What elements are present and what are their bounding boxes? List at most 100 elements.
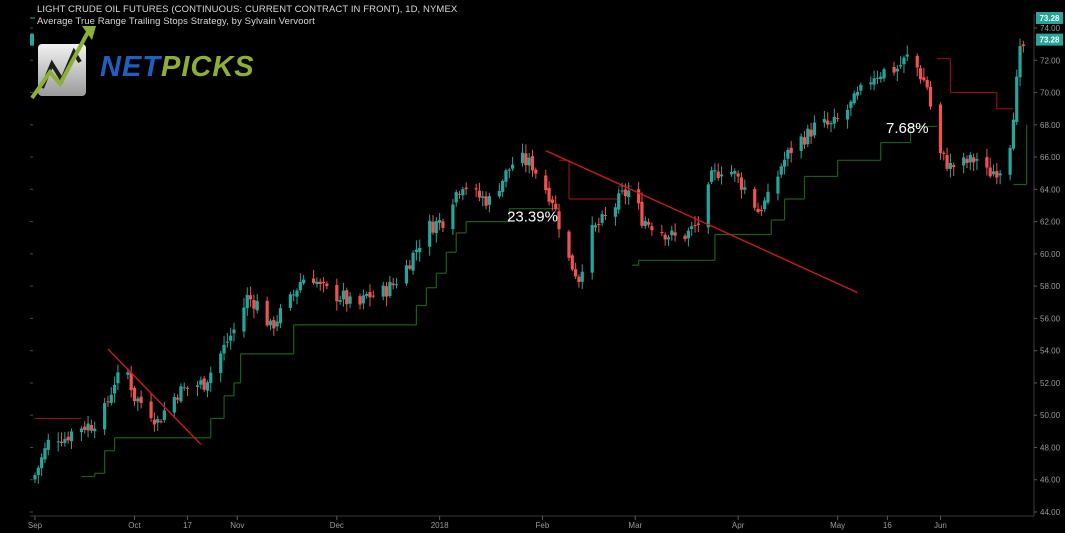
y-tick-label: 44.00	[1040, 508, 1061, 517]
candle-body	[520, 152, 525, 164]
candle-body	[315, 281, 319, 285]
candle-body	[965, 158, 969, 163]
candle-body	[729, 172, 734, 175]
candle-body	[341, 290, 346, 300]
candle-body	[487, 196, 491, 205]
candle-body	[600, 214, 604, 223]
candle-body	[809, 129, 813, 137]
candle-body	[1018, 46, 1022, 78]
x-tick-label: May	[830, 521, 845, 530]
candle-body	[302, 279, 306, 284]
candle-body	[408, 265, 412, 269]
candle-body	[182, 387, 186, 389]
percent-annotation: 23.39%	[507, 209, 558, 226]
candle-body	[527, 157, 531, 166]
candle-body	[663, 234, 667, 240]
x-tick-label: Feb	[536, 521, 550, 530]
candle-body	[627, 190, 631, 198]
candle-body	[670, 230, 674, 236]
candle-body	[252, 300, 256, 309]
x-tick-label: 17	[183, 521, 192, 530]
candle-body	[756, 208, 760, 212]
candle-body	[248, 295, 253, 300]
candle-body	[915, 55, 919, 68]
candle-body	[593, 225, 598, 228]
candle-body	[172, 397, 176, 413]
candle-body	[113, 385, 117, 394]
chart-title: LIGHT CRUDE OIL FUTURES (CONTINUOUS: CUR…	[37, 4, 458, 15]
candle-body	[394, 284, 399, 286]
candle-body	[477, 190, 482, 198]
candle-body	[547, 187, 551, 202]
last-price-label: 73.28	[1039, 14, 1060, 23]
candle-body	[83, 426, 87, 430]
candle-body	[162, 410, 166, 421]
candle-body	[298, 281, 302, 291]
candle-body	[63, 439, 67, 443]
candle-body	[59, 441, 64, 444]
candle-body	[968, 154, 972, 163]
candle-body	[431, 221, 435, 233]
candle-body	[434, 221, 438, 234]
candle-body	[710, 170, 714, 182]
candle-body	[40, 457, 44, 469]
candle-body	[597, 224, 601, 226]
candle-body	[86, 423, 90, 431]
candle-body	[975, 159, 979, 161]
candle-body	[524, 153, 528, 166]
candle-body	[454, 192, 458, 203]
percent-annotation: 7.68%	[886, 120, 929, 137]
candle-body	[511, 164, 515, 169]
candle-body	[232, 329, 236, 334]
candle-body	[786, 149, 790, 159]
candle-body	[643, 220, 647, 227]
candle-body	[660, 232, 664, 234]
indicator-subtitle: Average True Range Trailing Stops Strate…	[37, 16, 315, 27]
candle-body	[683, 235, 687, 240]
candle-body	[222, 344, 226, 354]
y-tick-label: 54.00	[1040, 347, 1061, 356]
candle-body	[438, 220, 442, 223]
y-tick-label: 68.00	[1040, 121, 1061, 130]
candle-body	[753, 189, 757, 208]
y-tick-label: 70.00	[1040, 89, 1061, 98]
candle-body	[1021, 44, 1025, 47]
candle-body	[451, 204, 455, 230]
candle-body	[716, 171, 720, 179]
brand-part2: PICKS	[161, 51, 255, 83]
candle-body	[855, 91, 860, 96]
candle-body	[103, 403, 107, 430]
candle-body	[275, 321, 279, 327]
candle-body	[484, 196, 488, 206]
candle-body	[763, 200, 767, 210]
candle-body	[265, 300, 269, 326]
candle-body	[292, 294, 296, 296]
candle-body	[836, 118, 840, 120]
candle-body	[93, 428, 97, 432]
candle-body	[942, 152, 946, 154]
candle-body	[849, 101, 853, 108]
candle-body	[481, 196, 485, 198]
candle-body	[126, 372, 130, 375]
candle-body	[272, 319, 276, 329]
candle-body	[116, 372, 120, 384]
y-tick-label: 62.00	[1040, 218, 1061, 227]
candle-body	[852, 93, 856, 104]
candle-body	[640, 201, 644, 226]
candle-body	[139, 396, 143, 403]
candle-body	[365, 294, 369, 296]
candle-body	[706, 184, 710, 228]
candle-body	[925, 80, 929, 88]
candle-body	[736, 173, 740, 177]
candle-body	[414, 249, 419, 252]
candle-body	[713, 170, 717, 172]
candle-body	[1008, 147, 1012, 175]
candle-body	[580, 271, 584, 282]
candle-body	[928, 86, 933, 107]
x-tick-label: Sep	[28, 521, 43, 530]
candle-body	[690, 226, 694, 229]
y-tick-label: 66.00	[1040, 153, 1061, 162]
candle-body	[1011, 119, 1016, 149]
candle-body	[36, 467, 40, 476]
